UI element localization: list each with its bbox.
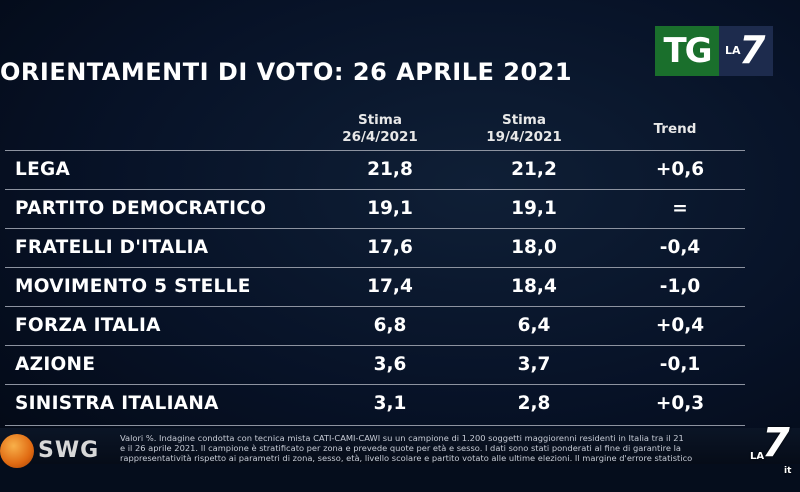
background bbox=[0, 0, 800, 464]
table-bottom-divider bbox=[5, 425, 745, 426]
stima-26-value: 17,6 bbox=[367, 237, 413, 258]
party-name: MOVIMENTO 5 STELLE bbox=[15, 276, 251, 297]
stima-19-value: 2,8 bbox=[517, 393, 551, 414]
table-row: MOVIMENTO 5 STELLE 17,4 18,4 -1,0 bbox=[5, 267, 745, 306]
methodology-notes: Valori %. Indagine condotta con tecnica … bbox=[120, 433, 750, 464]
header-stima-26-line2: 26/4/2021 bbox=[342, 129, 418, 145]
party-name: PARTITO DEMOCRATICO bbox=[15, 198, 267, 219]
page-title: ORIENTAMENTI DI VOTO: 26 APRILE 2021 bbox=[0, 58, 573, 86]
stima-19-value: 18,0 bbox=[511, 237, 557, 258]
party-name: LEGA bbox=[15, 159, 71, 180]
stima-19-value: 19,1 bbox=[511, 198, 557, 219]
corner-la-text: LA bbox=[750, 451, 765, 462]
stima-19-value: 21,2 bbox=[511, 159, 557, 180]
swg-brand-text: SWG bbox=[38, 438, 100, 463]
party-name: AZIONE bbox=[15, 354, 96, 375]
stima-26-value: 21,8 bbox=[367, 159, 413, 180]
header-stima-19-line2: 19/4/2021 bbox=[486, 129, 562, 145]
party-name: FORZA ITALIA bbox=[15, 315, 161, 336]
swg-ball-icon bbox=[0, 434, 34, 468]
stima-26-value: 17,4 bbox=[367, 276, 413, 297]
corner-seven-text: 7 bbox=[762, 420, 790, 466]
note-line: Valori %. Indagine condotta con tecnica … bbox=[120, 433, 684, 443]
table-row: SINISTRA ITALIANA 3,1 2,8 +0,3 bbox=[5, 384, 745, 423]
table-row: FORZA ITALIA 6,8 6,4 +0,4 bbox=[5, 306, 745, 345]
logo-la-text: LA bbox=[725, 44, 741, 57]
trend-value: +0,3 bbox=[655, 393, 705, 414]
stima-19-value: 3,7 bbox=[517, 354, 551, 375]
table-row: AZIONE 3,6 3,7 -0,1 bbox=[5, 345, 745, 384]
trend-value: -0,1 bbox=[659, 354, 701, 375]
logo-tg: TG bbox=[655, 26, 719, 76]
la7-corner-logo: LA 7 it bbox=[748, 420, 800, 476]
trend-value: +0,4 bbox=[655, 315, 705, 336]
trend-value: -0,4 bbox=[659, 237, 701, 258]
party-name: SINISTRA ITALIANA bbox=[15, 393, 219, 414]
stima-19-value: 6,4 bbox=[517, 315, 551, 336]
header-trend: Trend bbox=[653, 121, 697, 137]
stima-19-value: 18,4 bbox=[511, 276, 557, 297]
header-stima-19-line1: Stima bbox=[502, 112, 546, 128]
party-name: FRATELLI D'ITALIA bbox=[15, 237, 209, 258]
stima-26-value: 6,8 bbox=[373, 315, 407, 336]
note-line: rappresentatività rispetto ai parametri … bbox=[120, 453, 693, 463]
swg-logo: SWG bbox=[0, 434, 110, 468]
header-stima-19: Stima 19/4/2021 bbox=[474, 112, 574, 146]
stima-26-value: 3,6 bbox=[373, 354, 407, 375]
trend-value: +0,6 bbox=[655, 159, 705, 180]
table-row: LEGA 21,8 21,2 +0,6 bbox=[5, 150, 745, 189]
trend-value: = bbox=[672, 198, 688, 219]
header-stima-26: Stima 26/4/2021 bbox=[330, 112, 430, 146]
table-row: FRATELLI D'ITALIA 17,6 18,0 -0,4 bbox=[5, 228, 745, 267]
table-row: PARTITO DEMOCRATICO 19,1 19,1 = bbox=[5, 189, 745, 228]
poll-table: Stima 26/4/2021 Stima 19/4/2021 Trend LE… bbox=[5, 112, 745, 426]
stima-26-value: 19,1 bbox=[367, 198, 413, 219]
header-stima-26-line1: Stima bbox=[358, 112, 402, 128]
logo-seven-text: 7 bbox=[739, 28, 766, 72]
logo-la7: LA 7 bbox=[719, 26, 773, 76]
tg-la7-logo: TG LA 7 bbox=[655, 26, 773, 76]
stima-26-value: 3,1 bbox=[373, 393, 407, 414]
corner-it-text: it bbox=[784, 466, 792, 476]
trend-value: -1,0 bbox=[659, 276, 701, 297]
footer-band bbox=[0, 428, 800, 464]
note-line: e il 26 aprile 2021. Il campione è strat… bbox=[120, 443, 681, 453]
